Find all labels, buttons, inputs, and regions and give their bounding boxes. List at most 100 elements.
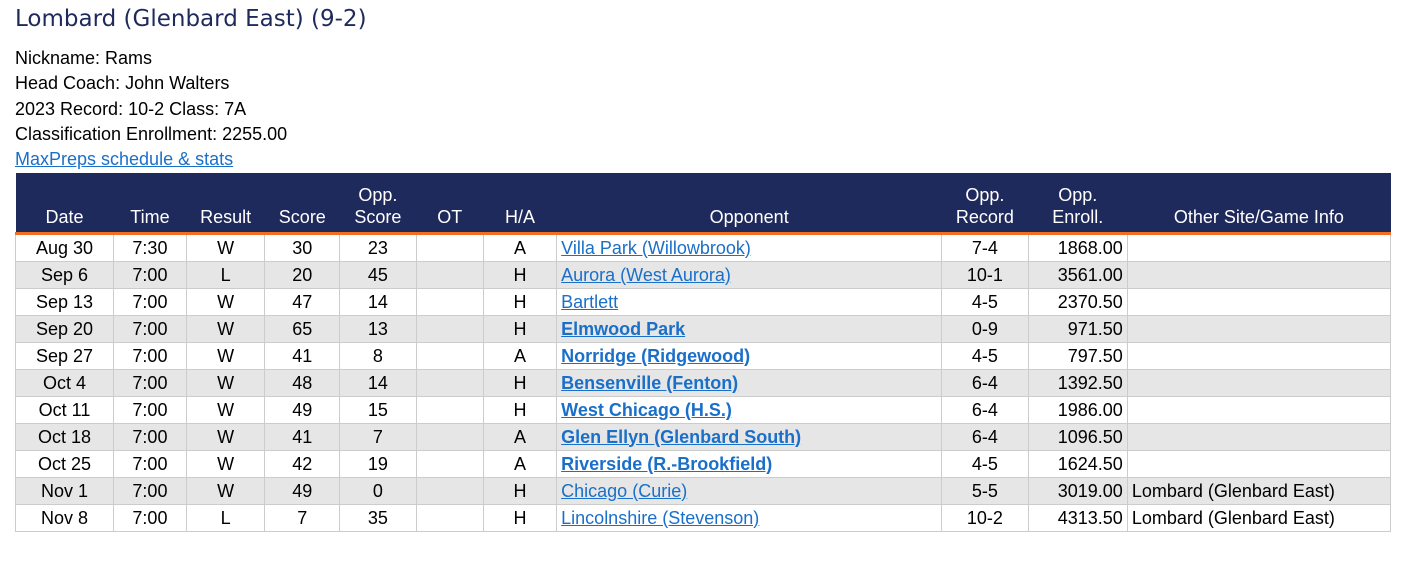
table-cell: 14 [339, 288, 417, 316]
table-cell: 13 [339, 315, 417, 343]
table-cell: 15 [339, 396, 417, 424]
column-header: Date [15, 173, 114, 235]
table-cell: 7:00 [113, 261, 187, 289]
table-cell: H [482, 396, 558, 424]
table-cell [415, 342, 484, 370]
team-title: Lombard (Glenbard East) (9-2) [15, 6, 367, 32]
table-cell: 7:00 [113, 369, 187, 397]
table-cell: 7-4 [941, 233, 1029, 262]
table-cell: H [482, 369, 558, 397]
table-cell: 0-9 [941, 315, 1029, 343]
table-cell: 7:00 [113, 450, 187, 478]
table-cell [1126, 261, 1392, 289]
table-cell: 971.50 [1027, 315, 1128, 343]
table-cell: L [185, 261, 266, 289]
table-cell: H [482, 261, 558, 289]
info-line: Classification Enrollment: 2255.00 [15, 123, 288, 144]
table-cell [415, 288, 484, 316]
table-cell: 1392.50 [1027, 369, 1128, 397]
table-cell: Sep 20 [14, 315, 115, 343]
table-cell: 7:00 [113, 477, 187, 505]
table-cell: Chicago (Curie) [556, 477, 943, 505]
table-cell [415, 261, 484, 289]
opponent-link[interactable]: Bensenville (Fenton) [561, 372, 739, 393]
opponent-link[interactable]: Norridge (Ridgewood) [561, 345, 751, 366]
table-cell: 7:00 [113, 315, 187, 343]
column-header: Score [264, 173, 340, 235]
table-cell: 1096.50 [1027, 423, 1128, 451]
table-cell: Bensenville (Fenton) [556, 369, 943, 397]
table-body: Aug 30 7:30 W 30 23 A Villa Park (Willowbrook)… [14, 233, 1392, 532]
table-cell: Elmwood Park [556, 315, 943, 343]
table-cell: 4-5 [941, 288, 1029, 316]
info-line: 2023 Record: 10-2 Class: 7A [15, 98, 247, 119]
table-cell: H [482, 315, 558, 343]
maxpreps-link[interactable]: MaxPreps schedule & stats [15, 149, 234, 170]
table-cell: 3019.00 [1027, 477, 1128, 505]
table-cell: 7:30 [113, 233, 187, 262]
opponent-link[interactable]: Villa Park (Willowbrook) [561, 237, 751, 258]
opponent-link[interactable]: Chicago (Curie) [561, 480, 688, 501]
column-header: OT [416, 173, 484, 235]
table-cell: 8 [339, 342, 417, 370]
table-cell: A [482, 233, 558, 262]
schedule-table: Date Time Result Score Opp. Score OT H/A Oppone… [14, 173, 1392, 532]
table-cell: 6-4 [941, 396, 1029, 424]
opponent-link[interactable]: Aurora (West Aurora) [561, 264, 731, 285]
opponent-link[interactable]: Riverside (R.-Brookfield) [561, 453, 773, 474]
table-cell: 4-5 [941, 450, 1029, 478]
table-cell: Aug 30 [14, 233, 115, 262]
table-row: Sep 13 7:00 W 47 14 H Bartlett 4-5 2370.50 [14, 288, 1392, 316]
table-cell: W [185, 369, 266, 397]
link-line: MaxPreps schedule & stats [15, 147, 287, 172]
table-cell: Aurora (West Aurora) [556, 261, 943, 289]
table-cell [415, 396, 484, 424]
opponent-link[interactable]: Glen Ellyn (Glenbard South) [561, 426, 802, 447]
opponent-link[interactable]: Bartlett [561, 291, 619, 312]
table-cell [1126, 396, 1392, 424]
table-cell: 45 [339, 261, 417, 289]
table-cell [415, 504, 484, 532]
header-row: Date Time Result Score Opp. Score OT H/A Oppone… [15, 173, 1391, 235]
table-row: Sep 27 7:00 W 41 8 A Norridge (Ridgewood) 4-5 79… [14, 342, 1392, 370]
column-header: Opp. Enroll. [1028, 173, 1128, 235]
table-cell: 10-1 [941, 261, 1029, 289]
table-cell [415, 315, 484, 343]
table-cell: Sep 13 [14, 288, 115, 316]
table-cell: 5-5 [941, 477, 1029, 505]
column-header: Opp. Score [339, 173, 417, 235]
table-cell: 7 [264, 504, 341, 532]
table-cell [1126, 342, 1392, 370]
table-cell: Glen Ellyn (Glenbard South) [556, 423, 943, 451]
table-row: Aug 30 7:30 W 30 23 A Villa Park (Willowbrook)… [14, 233, 1392, 262]
table-cell [1126, 450, 1392, 478]
opponent-link[interactable]: Lincolnshire (Stevenson) [561, 507, 760, 528]
table-cell: 1868.00 [1027, 233, 1128, 262]
table-cell [415, 369, 484, 397]
table-cell: Sep 27 [14, 342, 115, 370]
column-header: Opponent [556, 173, 942, 235]
table-cell: 6-4 [941, 369, 1029, 397]
table-cell: H [482, 477, 558, 505]
table-cell: 4313.50 [1027, 504, 1128, 532]
table-cell: W [185, 342, 266, 370]
table-cell: Oct 18 [14, 423, 115, 451]
table-cell: 10-2 [941, 504, 1029, 532]
table-cell: Sep 6 [14, 261, 115, 289]
table-cell [415, 477, 484, 505]
opponent-link[interactable]: Elmwood Park [561, 318, 686, 339]
table-row: Oct 4 7:00 W 48 14 H Bensenville (Fenton) 6-4 13… [14, 369, 1392, 397]
table-cell: 49 [264, 396, 341, 424]
table-cell: 14 [339, 369, 417, 397]
table-cell: 20 [264, 261, 341, 289]
table-row: Sep 6 7:00 L 20 45 H Aurora (West Aurora) 10-1 3… [14, 261, 1392, 289]
table-cell: H [482, 288, 558, 316]
table-cell: Lincolnshire (Stevenson) [556, 504, 943, 532]
table-cell: A [482, 342, 558, 370]
opponent-link[interactable]: West Chicago (H.S.) [561, 399, 732, 420]
table-cell: 41 [264, 423, 341, 451]
table-cell: 0 [339, 477, 417, 505]
table-cell [1126, 315, 1392, 343]
table-cell: Norridge (Ridgewood) [556, 342, 943, 370]
